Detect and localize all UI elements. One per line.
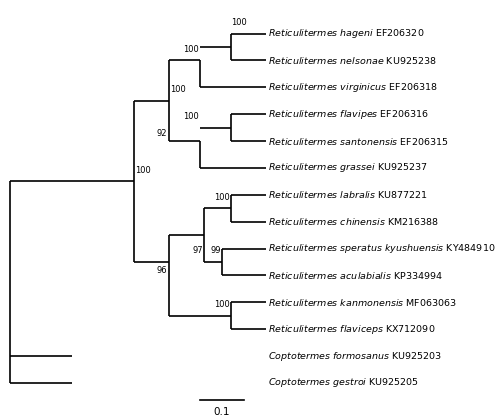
Text: $\it{Reticulitermes\ flavipes}$ EF206316: $\it{Reticulitermes\ flavipes}$ EF206316 <box>268 108 429 121</box>
Text: $\it{Reticulitermes\ nelsonae}$ KU925238: $\it{Reticulitermes\ nelsonae}$ KU925238 <box>268 55 436 66</box>
Text: $\it{Reticulitermes\ virginicus}$ EF206318: $\it{Reticulitermes\ virginicus}$ EF2063… <box>268 81 438 94</box>
Text: $\it{Reticulitermes\ grassei}$ KU925237: $\it{Reticulitermes\ grassei}$ KU925237 <box>268 161 428 174</box>
Text: 100: 100 <box>134 166 150 175</box>
Text: 100: 100 <box>214 300 230 309</box>
Text: $\it{Reticulitermes\ aculabialis}$ KP334994: $\it{Reticulitermes\ aculabialis}$ KP334… <box>268 270 443 281</box>
Text: 99: 99 <box>210 246 221 255</box>
Text: 100: 100 <box>184 45 199 54</box>
Text: $\it{Reticulitermes\ chinensis}$ KM216388: $\it{Reticulitermes\ chinensis}$ KM21638… <box>268 216 439 227</box>
Text: $\it{Reticulitermes\ hageni}$ EF206320: $\it{Reticulitermes\ hageni}$ EF206320 <box>268 27 424 40</box>
Text: $\it{Reticulitermes\ labralis}$ KU877221: $\it{Reticulitermes\ labralis}$ KU877221 <box>268 189 428 200</box>
Text: $\it{Coptotermes\ gestroi}$ KU925205: $\it{Coptotermes\ gestroi}$ KU925205 <box>268 376 419 389</box>
Text: $\it{Reticulitermes\ kanmonensis}$ MF063063: $\it{Reticulitermes\ kanmonensis}$ MF063… <box>268 297 457 308</box>
Text: 100: 100 <box>184 112 199 121</box>
Text: 96: 96 <box>156 266 167 275</box>
Text: 0.1: 0.1 <box>214 407 230 417</box>
Text: $\it{Reticulitermes\ speratus\ kyushuensis}$ KY484910: $\it{Reticulitermes\ speratus\ kyushuens… <box>268 242 496 255</box>
Text: $\it{Coptotermes\ formosanus}$ KU925203: $\it{Coptotermes\ formosanus}$ KU925203 <box>268 349 442 362</box>
Text: 92: 92 <box>156 129 167 138</box>
Text: 97: 97 <box>193 246 203 255</box>
Text: $\it{Reticulitermes\ santonensis}$ EF206315: $\it{Reticulitermes\ santonensis}$ EF206… <box>268 136 448 147</box>
Text: 100: 100 <box>231 18 246 27</box>
Text: 100: 100 <box>214 193 230 202</box>
Text: 100: 100 <box>170 85 186 94</box>
Text: $\it{Reticulitermes\ flaviceps}$ KX712090: $\it{Reticulitermes\ flaviceps}$ KX71209… <box>268 323 436 336</box>
